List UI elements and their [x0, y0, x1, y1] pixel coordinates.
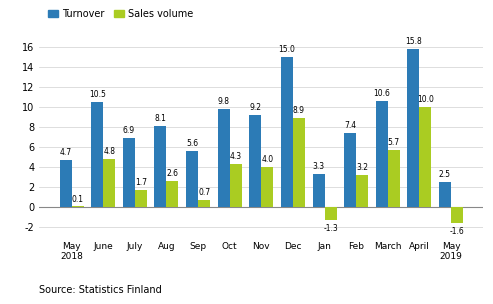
Text: 3.3: 3.3 — [313, 162, 324, 171]
Bar — [154, 126, 167, 207]
Bar — [387, 150, 400, 207]
Text: -1.6: -1.6 — [450, 226, 464, 236]
Text: 3.2: 3.2 — [356, 164, 368, 172]
Text: 2.6: 2.6 — [167, 169, 178, 178]
Bar — [123, 138, 135, 207]
Text: 0.1: 0.1 — [71, 195, 84, 203]
Bar — [439, 182, 451, 207]
Text: 4.7: 4.7 — [60, 148, 71, 157]
Text: 7.4: 7.4 — [344, 121, 356, 130]
Bar — [261, 167, 273, 207]
Text: 8.1: 8.1 — [154, 114, 166, 123]
Text: 0.7: 0.7 — [198, 188, 210, 198]
Bar — [198, 200, 210, 207]
Text: 9.8: 9.8 — [218, 97, 230, 106]
Text: 1.7: 1.7 — [135, 178, 147, 188]
Bar — [230, 164, 242, 207]
Bar — [249, 115, 261, 207]
Text: 4.0: 4.0 — [261, 155, 273, 164]
Bar — [407, 49, 420, 207]
Text: -1.3: -1.3 — [323, 223, 338, 233]
Bar — [293, 118, 305, 207]
Bar — [103, 159, 115, 207]
Text: 6.9: 6.9 — [123, 126, 135, 135]
Text: 5.6: 5.6 — [186, 139, 198, 148]
Bar — [167, 181, 178, 207]
Text: Source: Statistics Finland: Source: Statistics Finland — [39, 285, 162, 295]
Text: 2.5: 2.5 — [439, 171, 451, 179]
Text: 10.6: 10.6 — [373, 89, 390, 98]
Bar — [344, 133, 356, 207]
Bar — [313, 174, 324, 207]
Bar — [71, 206, 84, 207]
Text: 10.5: 10.5 — [89, 90, 106, 99]
Text: 4.8: 4.8 — [103, 147, 115, 156]
Bar — [186, 151, 198, 207]
Text: 9.2: 9.2 — [249, 103, 261, 112]
Bar — [376, 101, 387, 207]
Bar — [420, 107, 431, 207]
Text: 15.8: 15.8 — [405, 37, 422, 46]
Bar — [281, 57, 293, 207]
Text: 8.9: 8.9 — [293, 106, 305, 115]
Bar — [451, 207, 463, 223]
Bar — [324, 207, 337, 220]
Bar — [218, 109, 230, 207]
Bar — [60, 160, 71, 207]
Legend: Turnover, Sales volume: Turnover, Sales volume — [44, 5, 197, 23]
Text: 4.3: 4.3 — [230, 152, 242, 161]
Bar — [356, 175, 368, 207]
Bar — [135, 190, 147, 207]
Text: 10.0: 10.0 — [417, 95, 434, 104]
Bar — [91, 102, 103, 207]
Text: 5.7: 5.7 — [387, 138, 400, 147]
Text: 15.0: 15.0 — [279, 45, 295, 54]
